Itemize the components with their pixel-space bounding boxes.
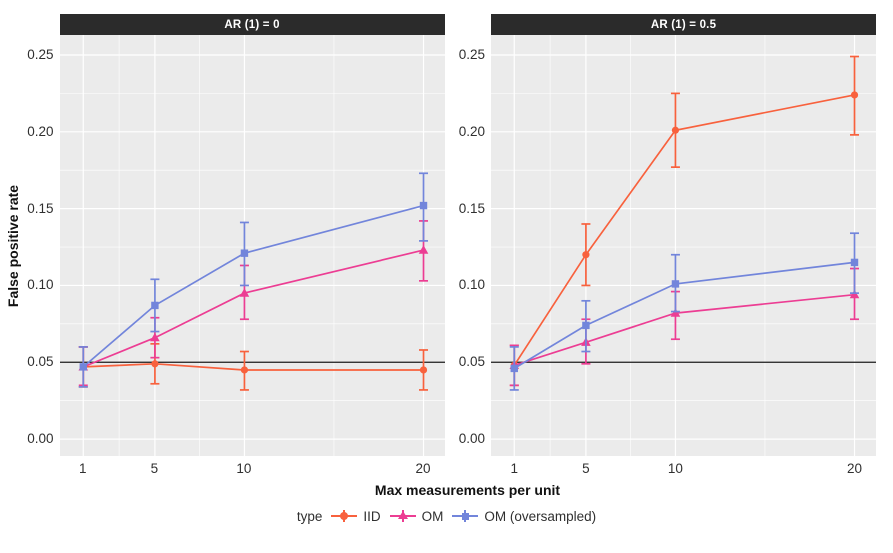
x-tick-label: 20 xyxy=(415,461,431,476)
legend-key xyxy=(331,507,358,525)
marker-square xyxy=(79,363,87,371)
series-om-oversampled- xyxy=(509,232,860,391)
x-tick-label: 5 xyxy=(582,461,590,476)
facet-strip: AR (1) = 0.5 xyxy=(491,14,876,35)
panel-background xyxy=(59,35,445,456)
facet-strip: AR (1) = 0 xyxy=(59,14,445,35)
legend-item-label: IID xyxy=(363,508,381,524)
series-line xyxy=(82,249,424,368)
facet-panel: AR (1) = 0 0.00 0.05 0.10 0.15 0.20 0.25 1 5 10 20 xyxy=(27,14,445,476)
panel-background xyxy=(491,35,876,456)
y-tick-label: 0.15 xyxy=(27,200,54,216)
y-tick-label: 0.15 xyxy=(458,200,485,216)
y-tick-label: 0.05 xyxy=(27,354,54,370)
series-om-oversampled- xyxy=(78,172,428,388)
x-axis-title: Max measurements per unit xyxy=(374,482,561,498)
marker-circle xyxy=(671,126,680,134)
marker-triangle xyxy=(418,245,428,254)
series-line xyxy=(82,362,423,371)
marker-triangle xyxy=(149,332,160,342)
panel xyxy=(59,35,445,456)
series-line xyxy=(514,293,855,367)
legend-item: OM (oversampled) xyxy=(452,507,596,525)
y-tick-label: 0.00 xyxy=(458,431,485,447)
y-tick-label: 0.25 xyxy=(458,46,485,62)
marker-circle xyxy=(240,366,248,374)
y-tick-label: 0.25 xyxy=(27,46,54,62)
y-tick-label: 0.10 xyxy=(458,277,485,293)
legend-item-label: OM xyxy=(421,508,444,524)
legend-item: OM xyxy=(389,507,444,525)
y-tick-label: 0.20 xyxy=(458,123,485,139)
y-axis-title: False positive rate xyxy=(0,35,26,456)
x-tick-label: 10 xyxy=(667,461,683,476)
x-tick-label: 10 xyxy=(236,461,252,476)
legend: type IID OM OM (oversampled) xyxy=(0,507,893,525)
marker-square xyxy=(240,249,248,257)
panel xyxy=(491,35,876,456)
facet-panel: AR (1) = 0.5 0.00 0.05 0.10 0.15 0.20 0.25 1 5 10… xyxy=(459,14,876,476)
legend-item-label: OM (oversampled) xyxy=(484,508,597,524)
series-line xyxy=(513,261,855,370)
y-tick-label: 0.10 xyxy=(27,277,54,293)
marker-square xyxy=(510,364,518,373)
series-line xyxy=(513,94,855,366)
facet-title: AR (1) = 0.5 xyxy=(650,18,717,31)
legend-item: IID xyxy=(331,507,381,525)
marker-square xyxy=(850,258,859,267)
x-tick-label: 20 xyxy=(846,461,863,476)
x-tick-label: 1 xyxy=(79,461,87,476)
y-tick-label: 0.05 xyxy=(458,354,485,370)
circle-icon xyxy=(340,512,349,520)
x-tick-label: 1 xyxy=(510,461,519,476)
facet-title: AR (1) = 0 xyxy=(224,18,280,31)
marker-circle xyxy=(850,91,859,99)
marker-circle xyxy=(150,360,159,368)
y-tick-label: 0.20 xyxy=(27,123,54,139)
marker-square xyxy=(671,280,680,288)
marker-square xyxy=(150,301,159,310)
marker-square xyxy=(419,201,427,210)
marker-circle xyxy=(419,366,427,374)
marker-circle xyxy=(582,251,590,259)
legend-key xyxy=(452,507,479,525)
series-line xyxy=(82,204,424,368)
marker-square xyxy=(582,321,590,330)
legend-items: IID OM OM (oversampled) xyxy=(331,507,596,525)
marker-triangle xyxy=(239,288,249,297)
legend-key xyxy=(389,507,416,525)
legend-title: type xyxy=(296,508,323,524)
triangle-icon xyxy=(397,511,408,519)
y-tick-label: 0.00 xyxy=(27,431,54,447)
square-icon xyxy=(461,512,469,520)
x-tick-label: 5 xyxy=(150,461,159,476)
